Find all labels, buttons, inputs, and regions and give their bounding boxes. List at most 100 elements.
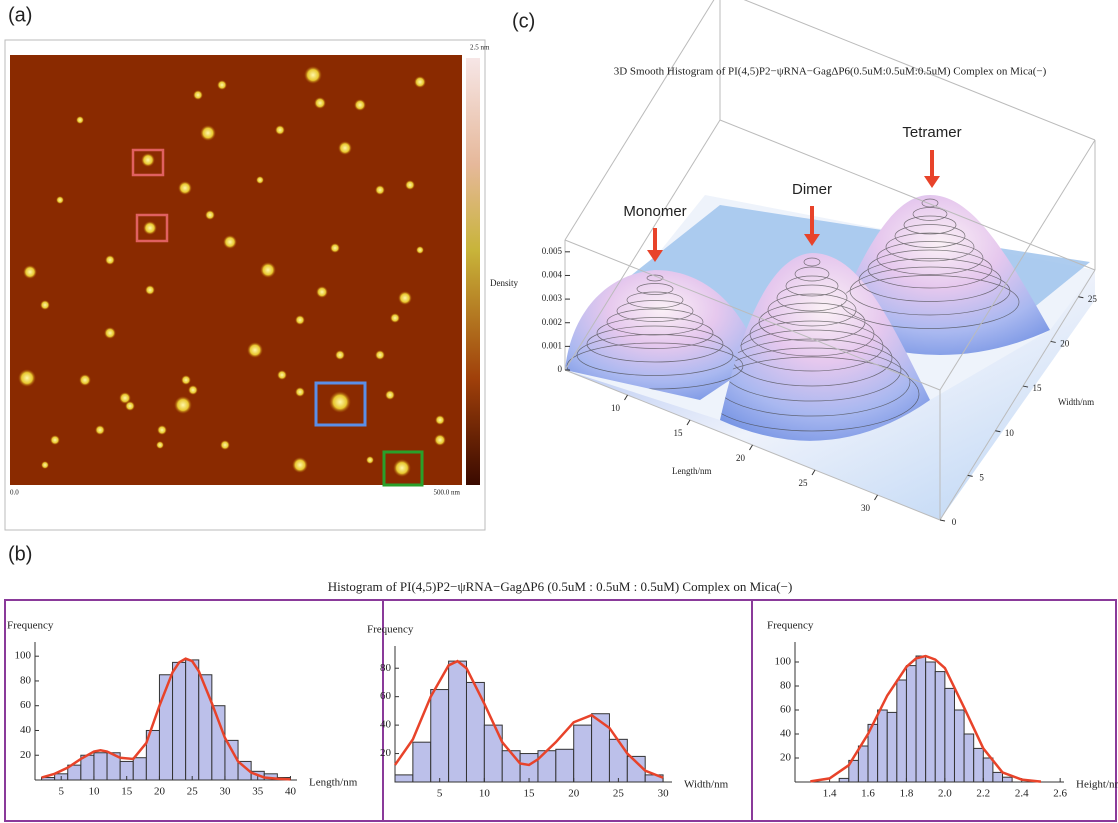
particle (205, 210, 215, 220)
bar (953, 709, 965, 783)
panel-label: (a) (8, 4, 32, 26)
x-axis-label: Height/nm (1076, 779, 1118, 791)
y-axis-label: Frequency (7, 620, 54, 632)
x-tick-label: 5 (58, 786, 64, 798)
x-tick-label: 30 (861, 503, 871, 513)
surface-skirt (565, 270, 1095, 520)
y-tick-label: 80 (20, 674, 32, 686)
x-tick-label: 20 (736, 453, 746, 463)
y-tick-label: 40 (20, 724, 32, 736)
contour-group (720, 257, 920, 432)
y-tick-label: 60 (380, 690, 392, 702)
y-tick-label: 80 (380, 662, 392, 674)
particle (375, 185, 385, 195)
fit-curve (41, 657, 291, 781)
particle (304, 66, 322, 84)
y-tick (1078, 296, 1084, 299)
bar (963, 733, 975, 783)
afm-particles (18, 66, 446, 477)
bar (934, 671, 946, 783)
y-tick-label: 60 (780, 704, 792, 716)
box-edge (939, 269, 1096, 521)
y-tick (1050, 340, 1056, 343)
particle (141, 153, 155, 167)
y-tick-label: 15 (1033, 383, 1043, 393)
x-tick (874, 494, 878, 501)
bar (838, 777, 850, 783)
bar (93, 752, 108, 781)
bar (905, 665, 917, 783)
particle (156, 441, 164, 449)
annotation-arrowhead (924, 176, 940, 188)
chart-title: 3D Smooth Histogram of PI(4,5)P2−ψRNA−Ga… (614, 66, 1047, 78)
panel-label: (b) (8, 543, 32, 565)
bar (501, 750, 521, 783)
y-tick-label: 40 (780, 728, 792, 740)
histogram: 5 10 15 20 25 30 20 40 60 80 Frequency Width/nm (367, 624, 729, 800)
annotation: Monomer (623, 203, 686, 220)
bar (591, 713, 610, 783)
contour-line (885, 232, 975, 262)
particle (277, 370, 287, 380)
histogram-title: Histogram of PI(4,5)P2−ψRNA−GagΔP6 (0.5u… (328, 579, 793, 594)
axis-label: 500.0 nm (434, 489, 461, 497)
contour-line (921, 198, 939, 208)
particle (50, 435, 60, 445)
box-edge (719, 119, 1096, 271)
x-tick-label: 20 (568, 788, 580, 800)
particle (220, 440, 230, 450)
particle (338, 141, 352, 155)
contour-line (867, 249, 993, 289)
x-tick-label: 10 (611, 403, 621, 413)
particle (193, 90, 203, 100)
x-tick-label: 25 (187, 786, 199, 798)
particle (390, 313, 400, 323)
particle (41, 461, 49, 469)
particle (76, 116, 84, 124)
x-tick-label: 2.6 (1053, 788, 1067, 800)
x-tick-label: 1.6 (861, 788, 875, 800)
panel-label: (c) (512, 10, 535, 32)
particle (217, 80, 227, 90)
y-tick-label: 20 (1060, 338, 1070, 348)
particle (95, 425, 105, 435)
contour-line (616, 300, 694, 322)
particle (275, 125, 285, 135)
surface-plot (565, 195, 1095, 520)
y-tick-label: 10 (1005, 428, 1015, 438)
particle (414, 76, 426, 88)
bar (992, 771, 1004, 783)
particle (435, 415, 445, 425)
x-tick-label: 2.0 (938, 788, 952, 800)
annotation-arrowhead (804, 234, 820, 246)
highlight-box (135, 213, 169, 243)
bar (185, 659, 200, 781)
contour-line (849, 266, 1011, 316)
y-tick-label: 20 (20, 749, 32, 761)
z-tick-label: 0.005 (542, 246, 563, 256)
particle (56, 196, 64, 204)
particle (434, 434, 446, 446)
contour-line (803, 257, 821, 267)
bar (896, 679, 907, 783)
contour-line (606, 308, 704, 336)
box-edge (939, 139, 1096, 391)
bar (555, 748, 575, 783)
particle (405, 180, 415, 190)
particle (119, 392, 131, 404)
x-tick-label: 2.4 (1015, 788, 1029, 800)
contour-line (720, 356, 920, 432)
bar (132, 757, 147, 781)
highlight-box (382, 450, 424, 487)
box-edge (564, 239, 941, 391)
particle (335, 350, 345, 360)
bar (857, 745, 869, 783)
particle (256, 176, 264, 184)
x-tick (811, 469, 816, 476)
x-tick (749, 444, 753, 451)
contour-line (785, 275, 839, 297)
panel-frame (751, 599, 1117, 822)
box-edge (564, 119, 721, 371)
x-axis-label: Width/nm (684, 779, 729, 791)
